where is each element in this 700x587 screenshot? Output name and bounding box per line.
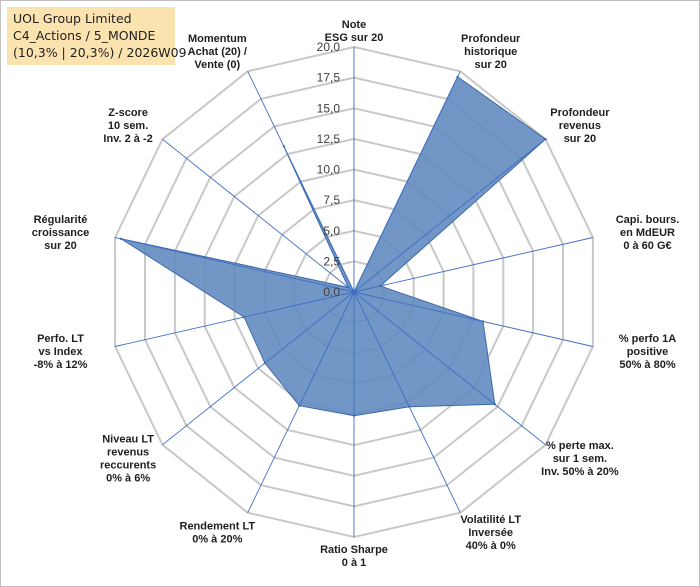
axis-spoke [162, 291, 355, 446]
axis-label-line: Perfo. LT [37, 333, 84, 345]
axis-label: Profondeur revenus sur 20 [550, 107, 610, 145]
axis-label-line: Capi. bours. [616, 214, 680, 226]
axis-spoke [353, 291, 594, 347]
axis-label-line: revenus [559, 120, 601, 132]
axis-label-line: 0% à 6% [106, 473, 150, 485]
axis-label: Perfo. LT vs Index -8% à 12% [34, 333, 88, 371]
axis-label-line: 0 à 60 G€ [623, 240, 671, 252]
axis-spoke [353, 71, 461, 293]
axis-label-line: 50% à 80% [619, 359, 675, 371]
axis-label-line: Profondeur [461, 33, 521, 45]
axis-label: Rendement LT 0% à 20% [180, 521, 256, 546]
axis-label-line: Niveau LT [102, 434, 154, 446]
axis-label-line: reccurents [100, 460, 156, 472]
tick-label: 20,0 [317, 40, 341, 54]
axis-label: Ratio Sharpe 0 à 1 [320, 544, 388, 569]
axis-label: Capi. bours. en MdEUR 0 à 60 G€ [616, 214, 680, 252]
axis-label-line: ESG sur 20 [325, 32, 384, 44]
axis-label-line: Ratio Sharpe [320, 544, 388, 556]
tick-label: 15,0 [317, 101, 341, 115]
tick-label: 10,0 [317, 163, 341, 177]
axis-label: Z-score 10 sem. Inv. 2 à -2 [103, 107, 152, 145]
axis-label-line: 40% à 0% [466, 540, 516, 552]
axis-spoke [114, 291, 355, 347]
axis-label-line: Note [342, 19, 366, 31]
axis-spoke [247, 71, 355, 293]
axis-label-line: croissance [32, 227, 89, 239]
axis-label-line: % perfo 1A [619, 333, 677, 345]
tick-label: 5,0 [323, 224, 340, 238]
axis-label-line: revenus [107, 447, 149, 459]
axis-label: % perte max. sur 1 sem. Inv. 50% à 20% [541, 440, 619, 478]
axis-label: Note ESG sur 20 [325, 19, 384, 44]
axis-label-line: Rendement LT [180, 521, 256, 533]
tick-label: 2,5 [323, 254, 340, 268]
chart-title-box: UOL Group Limited C4_Actions / 5_MONDE (… [7, 7, 187, 65]
axis-spoke [353, 291, 461, 513]
axis-label-line: Momentum [188, 33, 247, 45]
tick-label: 0,0 [323, 285, 340, 299]
company-name: UOL Group Limited [13, 11, 132, 26]
tick-label: 7,5 [323, 193, 340, 207]
axis-label-line: Volatilité LT [460, 514, 521, 526]
axis-label-line: -8% à 12% [34, 359, 88, 371]
tick-label: 12,5 [317, 132, 341, 146]
axis-label-line: en MdEUR [620, 227, 675, 239]
axis-label-line: sur 20 [564, 133, 596, 145]
axis-label-line: Inv. 50% à 20% [541, 466, 619, 478]
axis-label-line: 0% à 20% [192, 534, 242, 546]
axis-label-line: sur 20 [44, 240, 76, 252]
axis-spoke [353, 237, 594, 293]
axis-label: % perfo 1A positive 50% à 80% [619, 333, 677, 371]
axis-label: Volatilité LT Inversée 40% à 0% [460, 514, 521, 552]
data-series-area [120, 76, 547, 417]
axis-label-line: 0 à 1 [342, 557, 366, 569]
axis-spoke [114, 237, 355, 293]
axis-label-line: positive [627, 346, 669, 358]
axis-label-line: historique [464, 46, 517, 58]
axis-label: Régularité croissance sur 20 [32, 214, 89, 252]
axis-label: Niveau LT revenus reccurents 0% à 6% [100, 434, 156, 485]
axis-label-line: % perte max. [546, 440, 614, 452]
axis-label: Profondeur historique sur 20 [461, 33, 521, 71]
axis-label-line: Achat (20) / [188, 46, 247, 58]
axis-label-line: Z-score [108, 107, 148, 119]
axis-spoke [353, 138, 546, 293]
axis-label-line: Vente (0) [194, 59, 240, 71]
axis-label-line: Inversée [468, 527, 513, 539]
axis-label: Momentum Achat (20) / Vente (0) [188, 33, 247, 71]
portfolio-name: C4_Actions / 5_MONDE [13, 28, 156, 43]
axis-label-line: Inv. 2 à -2 [103, 133, 152, 145]
performance-period: (10,3% | 20,3%) / 2026W09 [13, 45, 187, 60]
axis-label-line: sur 1 sem. [553, 453, 607, 465]
tick-label: 17,5 [317, 71, 341, 85]
axis-label-line: vs Index [38, 346, 83, 358]
axis-label-line: 10 sem. [108, 120, 148, 132]
axis-label-line: sur 20 [474, 59, 506, 71]
axis-label-line: Régularité [34, 214, 88, 226]
axis-spoke [353, 291, 546, 446]
axis-spoke [247, 291, 355, 513]
axis-label-line: Profondeur [550, 107, 610, 119]
axis-spoke [162, 138, 355, 293]
